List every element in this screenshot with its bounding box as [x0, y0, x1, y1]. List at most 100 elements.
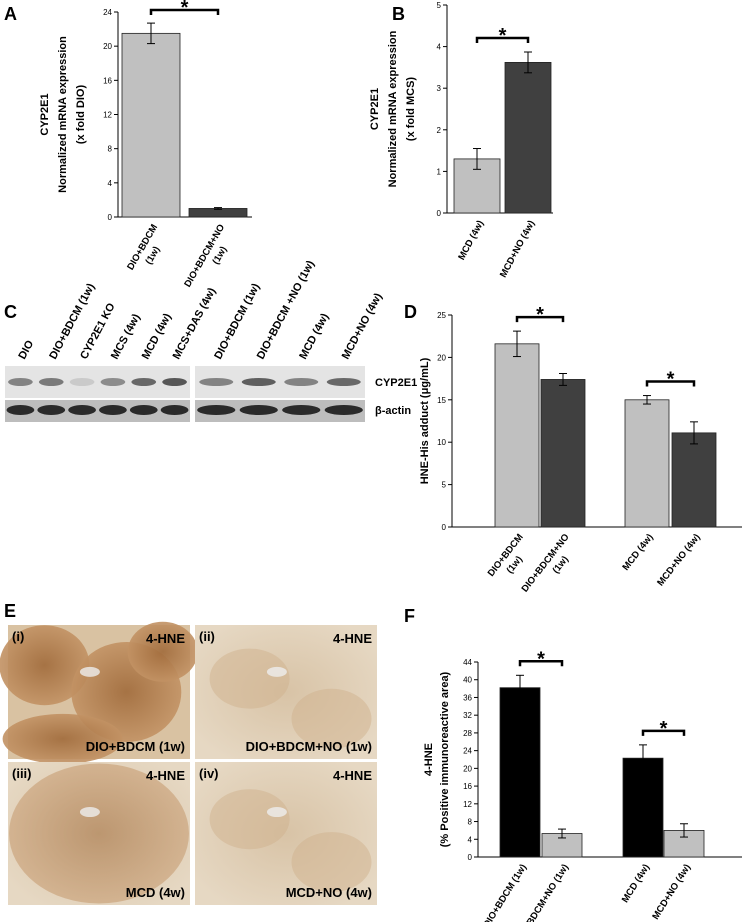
y-tick-label: 24	[463, 747, 472, 756]
micrograph-index: (iv)	[199, 766, 219, 781]
error-bar	[524, 51, 532, 74]
significance-label: *	[537, 648, 545, 670]
y-axis-label: Normalized mRNA expression	[57, 36, 69, 193]
band-label: β-actin	[375, 405, 411, 417]
micrograph-index: (ii)	[199, 629, 215, 644]
bar	[622, 757, 664, 858]
x-tick-label: MCD+NO (4w)	[650, 862, 693, 921]
blot-band	[324, 405, 363, 415]
error-bar	[513, 330, 521, 358]
panel-label: C	[4, 302, 17, 322]
y-tick-label: 5	[437, 1, 442, 10]
significance-bracket	[515, 315, 565, 323]
error-bar	[558, 828, 566, 839]
vessel	[79, 666, 100, 677]
blot-band	[239, 405, 278, 415]
bar	[663, 830, 705, 858]
lane-label: MCD (4w)	[297, 311, 331, 361]
x-tick-group: DIO+BDCM+NO(1w)	[182, 223, 229, 290]
y-tick-label: 4	[108, 179, 113, 188]
blot-background	[5, 366, 190, 398]
blot-band	[68, 405, 96, 415]
blot-band	[326, 378, 361, 386]
y-tick-label: 15	[437, 396, 446, 405]
panel-label: A	[4, 4, 17, 24]
blot-band	[37, 405, 66, 415]
y-axis-label: Normalized mRNA expression	[387, 30, 399, 187]
bar	[504, 62, 552, 214]
y-axis-label: (x fold DIO)	[75, 85, 87, 145]
micrograph-index: (i)	[12, 629, 24, 644]
blot-background	[195, 400, 365, 422]
x-tick-group: DIO+BDCM (1w)	[481, 862, 529, 922]
y-tick-label: 20	[103, 42, 112, 51]
error-bar	[559, 373, 567, 386]
micrograph-caption: MCD+NO (4w)	[286, 885, 372, 900]
stain-region	[9, 763, 189, 904]
y-tick-label: 12	[463, 800, 472, 809]
micrograph-stain: 4-HNE	[146, 768, 185, 783]
significance-bracket	[475, 36, 530, 44]
y-axis-label: (% Positive immunoreactive area)	[439, 671, 451, 847]
blot-band	[38, 378, 64, 386]
x-tick-group: MCD+NO (4w)	[650, 862, 693, 921]
error-bar	[643, 395, 651, 405]
y-tick-label: 44	[463, 658, 472, 667]
significance-label: *	[181, 0, 189, 19]
y-axis-label: (x fold MCS)	[405, 77, 417, 141]
bar	[540, 379, 586, 528]
blot-band	[100, 378, 126, 386]
x-tick-label: MCD+NO (4w)	[655, 532, 703, 588]
lane-label: MCD+NO (4w)	[340, 291, 385, 361]
stain-region	[0, 625, 90, 706]
panel-label: F	[404, 606, 415, 626]
x-tick-label: MCD (4w)	[620, 532, 655, 573]
significance-bracket	[645, 380, 696, 387]
y-tick-label: 3	[437, 84, 442, 93]
y-tick-label: 40	[463, 676, 472, 685]
band-label: CYP2E1	[375, 377, 417, 389]
y-tick-label: 4	[437, 43, 442, 52]
error-bar	[473, 148, 481, 170]
bar	[624, 399, 670, 528]
x-tick-group: MCD (4w)	[620, 862, 652, 905]
y-tick-label: 20	[463, 764, 472, 773]
stain-region	[2, 713, 123, 764]
error-bar	[516, 674, 524, 701]
micrograph-caption: MCD (4w)	[126, 885, 185, 900]
blot-band	[241, 378, 276, 386]
lane-label: MCS (4w)	[109, 312, 143, 362]
error-bar	[690, 421, 698, 445]
lane-label: MCD (4w)	[140, 311, 174, 361]
x-tick-group: DIO+BDCM(1w)	[125, 222, 162, 272]
y-axis-label: CYP2E1	[39, 93, 51, 135]
blot-band	[69, 378, 95, 386]
x-tick-group: MCD (4w)	[620, 532, 655, 573]
y-tick-label: 5	[442, 481, 447, 490]
y-tick-label: 1	[437, 167, 442, 176]
y-tick-label: 25	[437, 311, 446, 320]
x-tick-label: MCD (4w)	[456, 219, 486, 262]
micrograph-stain: 4-HNE	[146, 631, 185, 646]
x-tick-label: DIO+BDCM (1w)	[481, 862, 529, 922]
bar	[499, 687, 541, 858]
y-tick-label: 8	[468, 818, 473, 827]
x-tick-group: MCD (4w)	[456, 219, 486, 262]
vessel	[266, 807, 287, 818]
significance-label: *	[499, 25, 507, 47]
significance-label: *	[536, 304, 544, 326]
micrograph-index: (iii)	[12, 766, 32, 781]
panel-label: E	[4, 601, 16, 621]
x-tick-label: MCD+NO (4w)	[498, 219, 537, 280]
panel-label: D	[404, 302, 417, 322]
y-tick-label: 16	[103, 76, 112, 85]
x-tick-label: DIO+BDCM	[486, 532, 526, 579]
error-bar	[147, 22, 155, 45]
micrograph-stain: 4-HNE	[333, 768, 372, 783]
blot-band	[99, 405, 127, 415]
blot-band	[6, 405, 35, 415]
x-tick-group: MCD+NO (4w)	[655, 532, 703, 588]
blot-band	[162, 378, 187, 386]
blot-band	[282, 405, 321, 415]
